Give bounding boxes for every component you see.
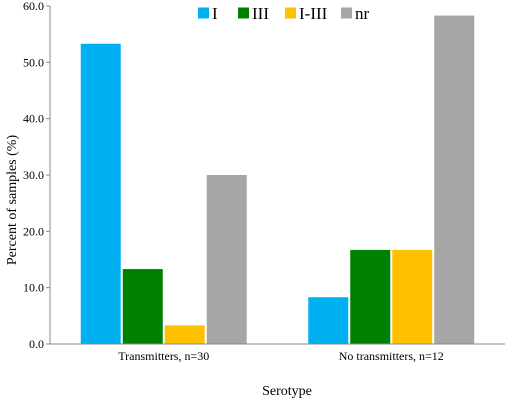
legend-label-i: I (212, 4, 218, 23)
bar-i-iii-1 (164, 325, 205, 344)
y-tick-label: 10.0 (23, 281, 44, 295)
x-axis-title: Serotype (262, 384, 312, 399)
legend-label-nr: nr (355, 4, 370, 23)
legend: I III I-III nr (198, 4, 370, 23)
legend-label-i-iii: I-III (299, 4, 328, 23)
legend-swatch-nr (341, 7, 352, 19)
legend-swatch-iii (238, 7, 249, 19)
y-tick-label: 50.0 (23, 55, 44, 69)
bar-nr-1 (206, 175, 247, 344)
legend-swatch-i-iii (285, 7, 296, 19)
y-tick-labels: 0.0 10.0 20.0 30.0 40.0 50.0 60.0 (23, 0, 50, 351)
bar-iii-1 (122, 269, 163, 344)
bar-nr-2 (434, 15, 475, 345)
y-tick-label: 0.0 (29, 337, 44, 351)
bars (80, 15, 475, 345)
y-axis-title: Percent of samples (%) (5, 135, 20, 266)
bar-iii-2 (350, 249, 391, 344)
legend-swatch-i (198, 7, 209, 19)
y-tick-label: 30.0 (23, 168, 44, 182)
y-tick-label: 20.0 (23, 224, 44, 238)
x-tick-labels: Transmitters, n=30 No transmitters, n=12 (118, 349, 444, 363)
legend-label-iii: III (252, 4, 269, 23)
y-tick-label: 60.0 (23, 0, 44, 13)
bar-i-1 (80, 43, 121, 344)
x-tick-label: Transmitters, n=30 (118, 349, 209, 363)
x-tick-label: No transmitters, n=12 (339, 349, 444, 363)
bar-i-2 (308, 297, 349, 344)
y-tick-label: 40.0 (23, 112, 44, 126)
bar-i-iii-2 (392, 249, 433, 344)
